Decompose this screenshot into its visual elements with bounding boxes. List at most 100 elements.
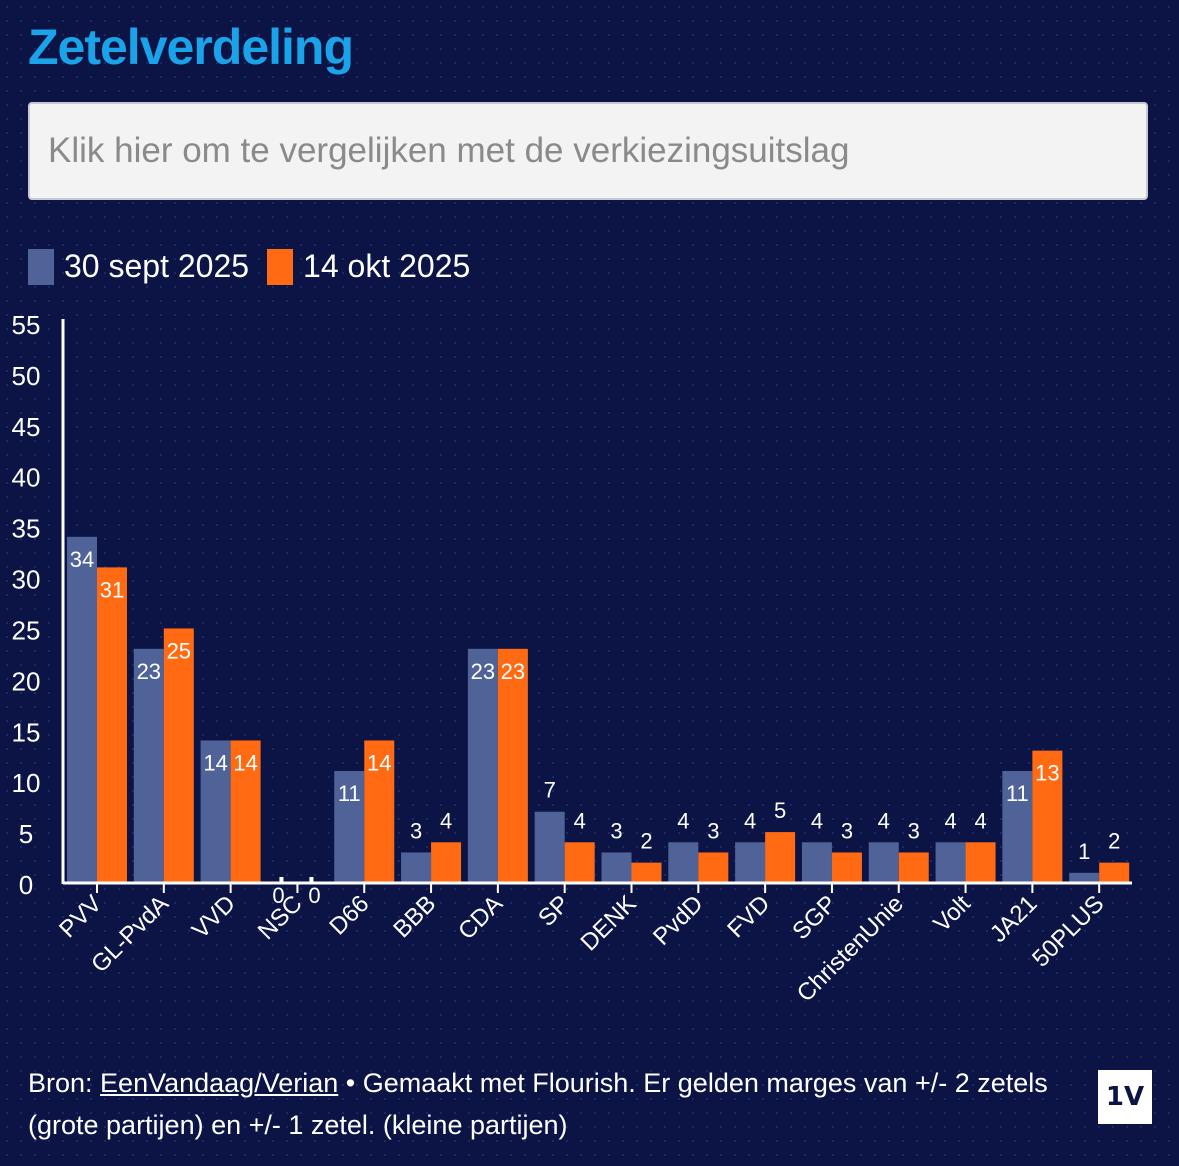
data-label: 11: [338, 781, 361, 806]
x-tick-label: Volt: [928, 890, 976, 938]
data-label: 14: [203, 750, 227, 775]
y-tick-label: 30: [12, 565, 41, 595]
bar-cda-series-1: [467, 648, 498, 883]
legend-label-series-1: 30 sept 2025: [64, 248, 250, 284]
y-tick-label: 55: [12, 310, 41, 340]
data-label: 0: [308, 883, 320, 908]
bar-vvd-series-1: [200, 740, 231, 883]
bar-bbb-series-1: [401, 852, 432, 883]
bar-nsc-series-1: [279, 877, 284, 883]
legend-label-series-2: 14 okt 2025: [303, 248, 471, 284]
legend: 30 sept 2025 14 okt 2025: [28, 248, 470, 285]
y-tick-label: 40: [12, 463, 41, 493]
legend-swatch-series-1: [28, 248, 54, 285]
data-label: 4: [811, 808, 823, 833]
bar-volt-series-1: [935, 842, 966, 883]
footer-prefix: Bron:: [28, 1068, 101, 1098]
bar-gl-pvda-series-1: [133, 648, 164, 883]
bar-christenunie-series-1: [868, 842, 899, 883]
y-tick-label: 15: [12, 717, 41, 747]
data-label: 3: [707, 818, 719, 843]
bar-sp-series-2: [564, 842, 595, 883]
bar-denk-series-2: [631, 862, 662, 883]
data-label: 7: [544, 778, 556, 803]
data-label: 34: [70, 547, 94, 572]
y-tick-label: 5: [19, 819, 33, 849]
bar-fvd-series-2: [765, 832, 796, 883]
data-label: 25: [167, 638, 191, 663]
bar-gl-pvda-series-2: [163, 628, 194, 883]
data-label: 31: [100, 577, 124, 602]
bar-bbb-series-2: [431, 842, 462, 883]
legend-item-series-2[interactable]: 14 okt 2025: [267, 248, 470, 285]
x-tick-label: BBB: [388, 890, 441, 943]
chart-title: Zetelverdeling: [28, 19, 354, 75]
y-tick-label: 50: [12, 361, 41, 391]
bar-christenunie-series-2: [898, 852, 929, 883]
x-tick-label: 50PLUS: [1027, 890, 1109, 972]
data-label: 13: [1035, 761, 1059, 786]
bar-fvd-series-1: [735, 842, 766, 883]
data-label: 4: [744, 808, 756, 833]
x-tick-label: DENK: [575, 890, 641, 956]
data-label: 4: [440, 808, 452, 833]
data-label: 4: [878, 808, 890, 833]
data-label: 11: [1006, 781, 1029, 806]
data-label: 0: [272, 883, 284, 908]
bar-50plus-series-1: [1069, 872, 1100, 883]
data-label: 4: [944, 808, 956, 833]
bar-50plus-series-2: [1099, 862, 1130, 883]
data-label: 1: [1078, 839, 1090, 864]
legend-swatch-series-2: [267, 248, 294, 285]
compare-button-label: Klik hier om te vergelijken met de verki…: [48, 131, 850, 170]
bar-pvv-series-1: [67, 536, 97, 883]
y-tick-label: 20: [12, 666, 41, 696]
bar-pvv-series-2: [97, 567, 127, 883]
bar-sgp-series-1: [801, 842, 832, 883]
data-label: 2: [640, 829, 652, 854]
bar-cda-series-2: [497, 648, 528, 883]
source-link[interactable]: EenVandaag/Verian: [100, 1068, 339, 1098]
x-tick-label: PvdD: [648, 890, 709, 951]
data-label: 3: [610, 818, 622, 843]
y-tick-label: 10: [12, 768, 41, 798]
bar-denk-series-1: [601, 852, 632, 883]
x-tick-label: SGP: [787, 890, 842, 945]
data-label: 14: [367, 750, 391, 775]
data-label: 4: [574, 808, 586, 833]
x-tick-label: NSC: [253, 890, 308, 945]
data-label: 5: [774, 798, 786, 823]
bar-d66-series-1: [334, 771, 365, 883]
data-label: 4: [974, 808, 986, 833]
bar-ja21-series-1: [1002, 771, 1033, 883]
legend-item-series-1[interactable]: 30 sept 2025: [28, 248, 249, 285]
bar-nsc-series-2: [309, 877, 314, 883]
bar-d66-series-2: [364, 740, 395, 883]
y-tick-label: 0: [19, 870, 33, 900]
bar-sgp-series-2: [831, 852, 862, 883]
x-tick-label: PVV: [54, 890, 107, 943]
y-tick-label: 45: [12, 412, 41, 442]
data-label: 4: [677, 808, 689, 833]
bar-vvd-series-2: [230, 740, 261, 883]
data-label: 23: [501, 659, 525, 684]
footer-suffix: • Gemaakt met Flourish. Er gelden marges…: [28, 1068, 1048, 1140]
x-tick-label: JA21: [985, 890, 1043, 948]
x-tick-label: FVD: [722, 890, 775, 943]
logo-1v: 1V: [1098, 1070, 1152, 1124]
data-label: 2: [1108, 829, 1120, 854]
bar-pvdd-series-1: [668, 842, 699, 883]
bar-pvdd-series-2: [698, 852, 729, 883]
x-tick-label: SP: [533, 890, 575, 932]
x-tick-label: VVD: [187, 890, 241, 944]
x-tick-label: D66: [324, 890, 374, 940]
y-tick-label: 35: [12, 514, 41, 544]
data-label: 3: [841, 818, 853, 843]
data-label: 23: [137, 659, 161, 684]
data-label: 14: [233, 750, 257, 775]
compare-election-result-button[interactable]: Klik hier om te vergelijken met de verki…: [28, 102, 1148, 200]
y-tick-label: 25: [12, 615, 41, 645]
data-label: 23: [471, 659, 495, 684]
data-label: 3: [410, 818, 422, 843]
